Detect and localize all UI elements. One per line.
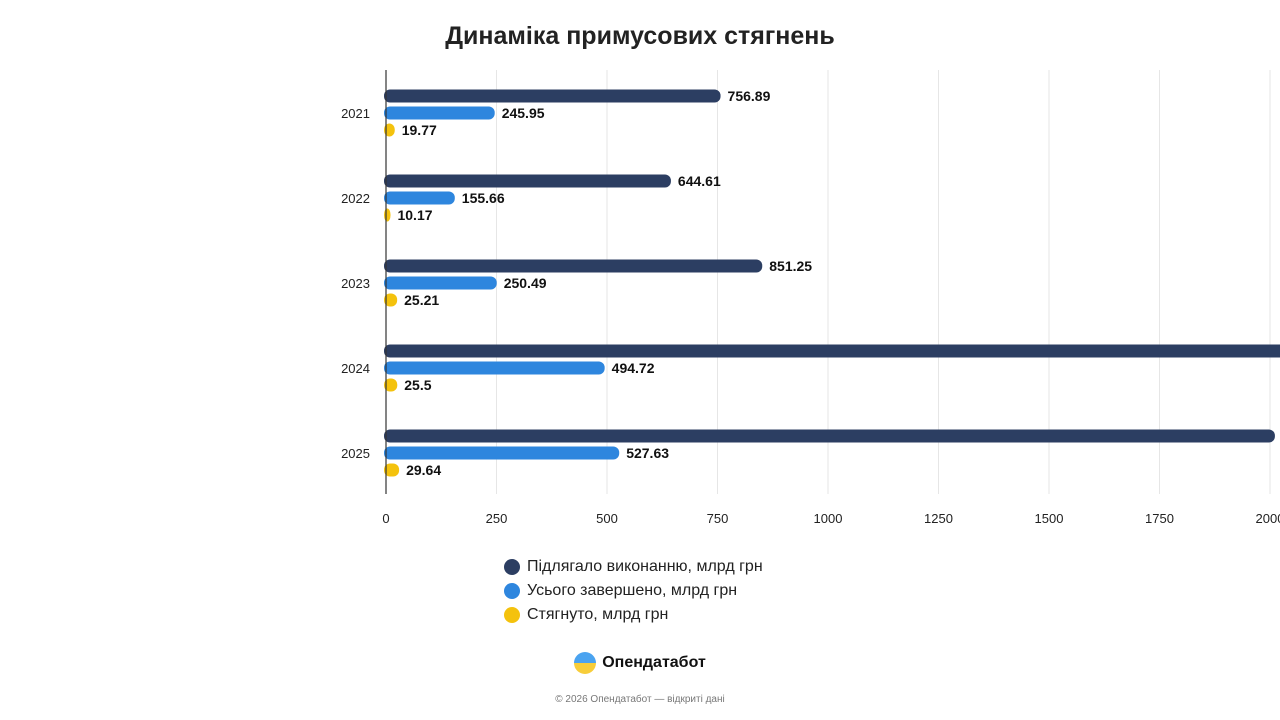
y-category-label: 2021 xyxy=(341,106,370,121)
bar xyxy=(384,361,605,375)
data-label: 25.21 xyxy=(404,292,439,308)
data-label: 527.63 xyxy=(626,445,669,461)
x-tick-label: 500 xyxy=(596,511,618,526)
y-category-label: 2022 xyxy=(341,191,370,206)
x-tick-label: 1250 xyxy=(924,511,953,526)
x-tick-label: 0 xyxy=(382,511,389,526)
data-label: 10.17 xyxy=(397,207,432,223)
data-label: 29.64 xyxy=(406,462,441,478)
data-label: 851.25 xyxy=(769,258,812,274)
bar xyxy=(384,123,395,137)
legend-item-collected[interactable]: Стягнуто, млрд грн xyxy=(504,603,763,627)
bar xyxy=(384,89,721,103)
brand-logo-icon xyxy=(574,652,597,674)
legend-item-planned[interactable]: Підлягало виконанню, млрд грн xyxy=(504,555,763,579)
legend-item-completed[interactable]: Усього завершено, млрд грн xyxy=(504,579,763,603)
chart-title: Динаміка примусових стягнень xyxy=(445,22,835,50)
x-tick-label: 1500 xyxy=(1035,511,1064,526)
legend-label-collected: Стягнуто, млрд грн xyxy=(527,606,669,623)
data-label: 644.61 xyxy=(678,173,721,189)
brand-name: Опендатабот xyxy=(602,654,706,671)
bar xyxy=(384,259,763,273)
y-category-label: 2024 xyxy=(341,361,370,376)
data-label: 19.77 xyxy=(402,122,437,138)
bar xyxy=(384,293,398,307)
bar-chart: 02505007501000125015001750200022502…2021… xyxy=(341,70,1280,526)
x-tick-label: 750 xyxy=(707,511,729,526)
y-category-label: 2025 xyxy=(341,446,370,461)
bar xyxy=(384,106,495,120)
bar xyxy=(384,208,391,222)
y-category-label: 2023 xyxy=(341,276,370,291)
data-label: 494.72 xyxy=(612,360,655,376)
bar xyxy=(384,429,1275,443)
legend-swatch-planned xyxy=(504,559,520,575)
bar xyxy=(384,276,497,290)
x-tick-label: 2000 xyxy=(1256,511,1280,526)
legend: Підлягало виконанню, млрд грн Усього зав… xyxy=(504,555,763,627)
data-label: 250.49 xyxy=(504,275,547,291)
legend-swatch-collected xyxy=(504,607,520,623)
legend-label-completed: Усього завершено, млрд грн xyxy=(527,582,738,599)
legend-label-planned: Підлягало виконанню, млрд грн xyxy=(527,558,763,575)
legend-swatch-completed xyxy=(504,583,520,599)
data-label: 245.95 xyxy=(502,105,545,121)
bar xyxy=(384,378,398,392)
bar xyxy=(384,463,400,477)
x-tick-label: 1750 xyxy=(1145,511,1174,526)
bar xyxy=(384,191,455,205)
x-tick-label: 250 xyxy=(486,511,508,526)
data-label: 756.89 xyxy=(728,88,771,104)
footer-text: © 2026 Опендатабот — відкриті дані xyxy=(555,694,725,705)
data-label: 155.66 xyxy=(462,190,505,206)
brand: Опендатабот xyxy=(0,652,1280,674)
bar xyxy=(384,446,620,460)
bar xyxy=(384,344,1280,358)
bar xyxy=(384,174,671,188)
x-tick-label: 1000 xyxy=(814,511,843,526)
data-label: 25.5 xyxy=(404,377,431,393)
